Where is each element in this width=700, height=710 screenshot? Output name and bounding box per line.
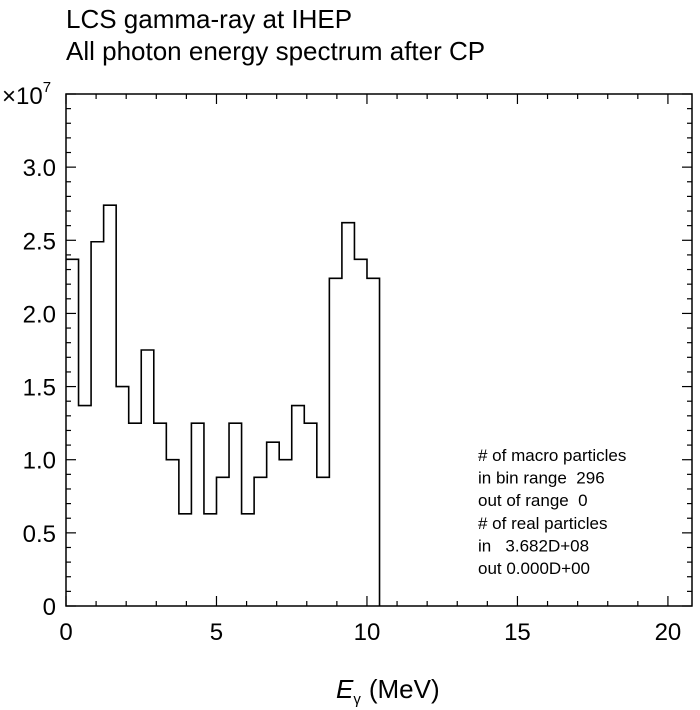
- y-tick-label: 3.0: [23, 155, 56, 182]
- chart-subtitle: All photon energy spectrum after CP: [66, 36, 486, 66]
- annotation-line: # of real particles: [478, 514, 607, 533]
- annotation-line: out 0.000D+00: [478, 559, 590, 578]
- annotation-line: in bin range 296: [478, 469, 605, 488]
- y-tick-label: 2.5: [23, 228, 56, 255]
- x-tick-label: 5: [210, 619, 223, 646]
- histogram-series: [66, 204, 381, 606]
- annotation-line: in 3.682D+08: [478, 536, 589, 555]
- x-tick-label: 15: [504, 619, 531, 646]
- x-axis-label: Eγ (MeV): [336, 674, 440, 708]
- y-tick-label: 0: [43, 594, 56, 621]
- x-tick-label: 0: [59, 619, 72, 646]
- y-tick-label: 2.0: [23, 301, 56, 328]
- tick-marks: [65, 93, 692, 607]
- y-tick-labels: 0 0.5 1.0 1.5 2.0 2.5 3.0: [23, 155, 56, 621]
- y-scale-factor: ×107: [2, 79, 51, 110]
- annotation-line: # of macro particles: [478, 446, 626, 465]
- y-tick-label: 0.5: [23, 521, 56, 548]
- y-tick-label: 1.0: [23, 448, 56, 475]
- x-tick-labels: 0 5 10 15 20: [59, 619, 681, 646]
- particle-count-annotation: # of macro particles in bin range 296 out …: [478, 446, 626, 578]
- y-tick-label: 1.5: [23, 375, 56, 402]
- x-tick-label: 20: [655, 619, 682, 646]
- annotation-line: out of range 0: [478, 491, 588, 510]
- x-tick-label: 10: [354, 619, 381, 646]
- chart-title: LCS gamma-ray at IHEP: [66, 4, 353, 34]
